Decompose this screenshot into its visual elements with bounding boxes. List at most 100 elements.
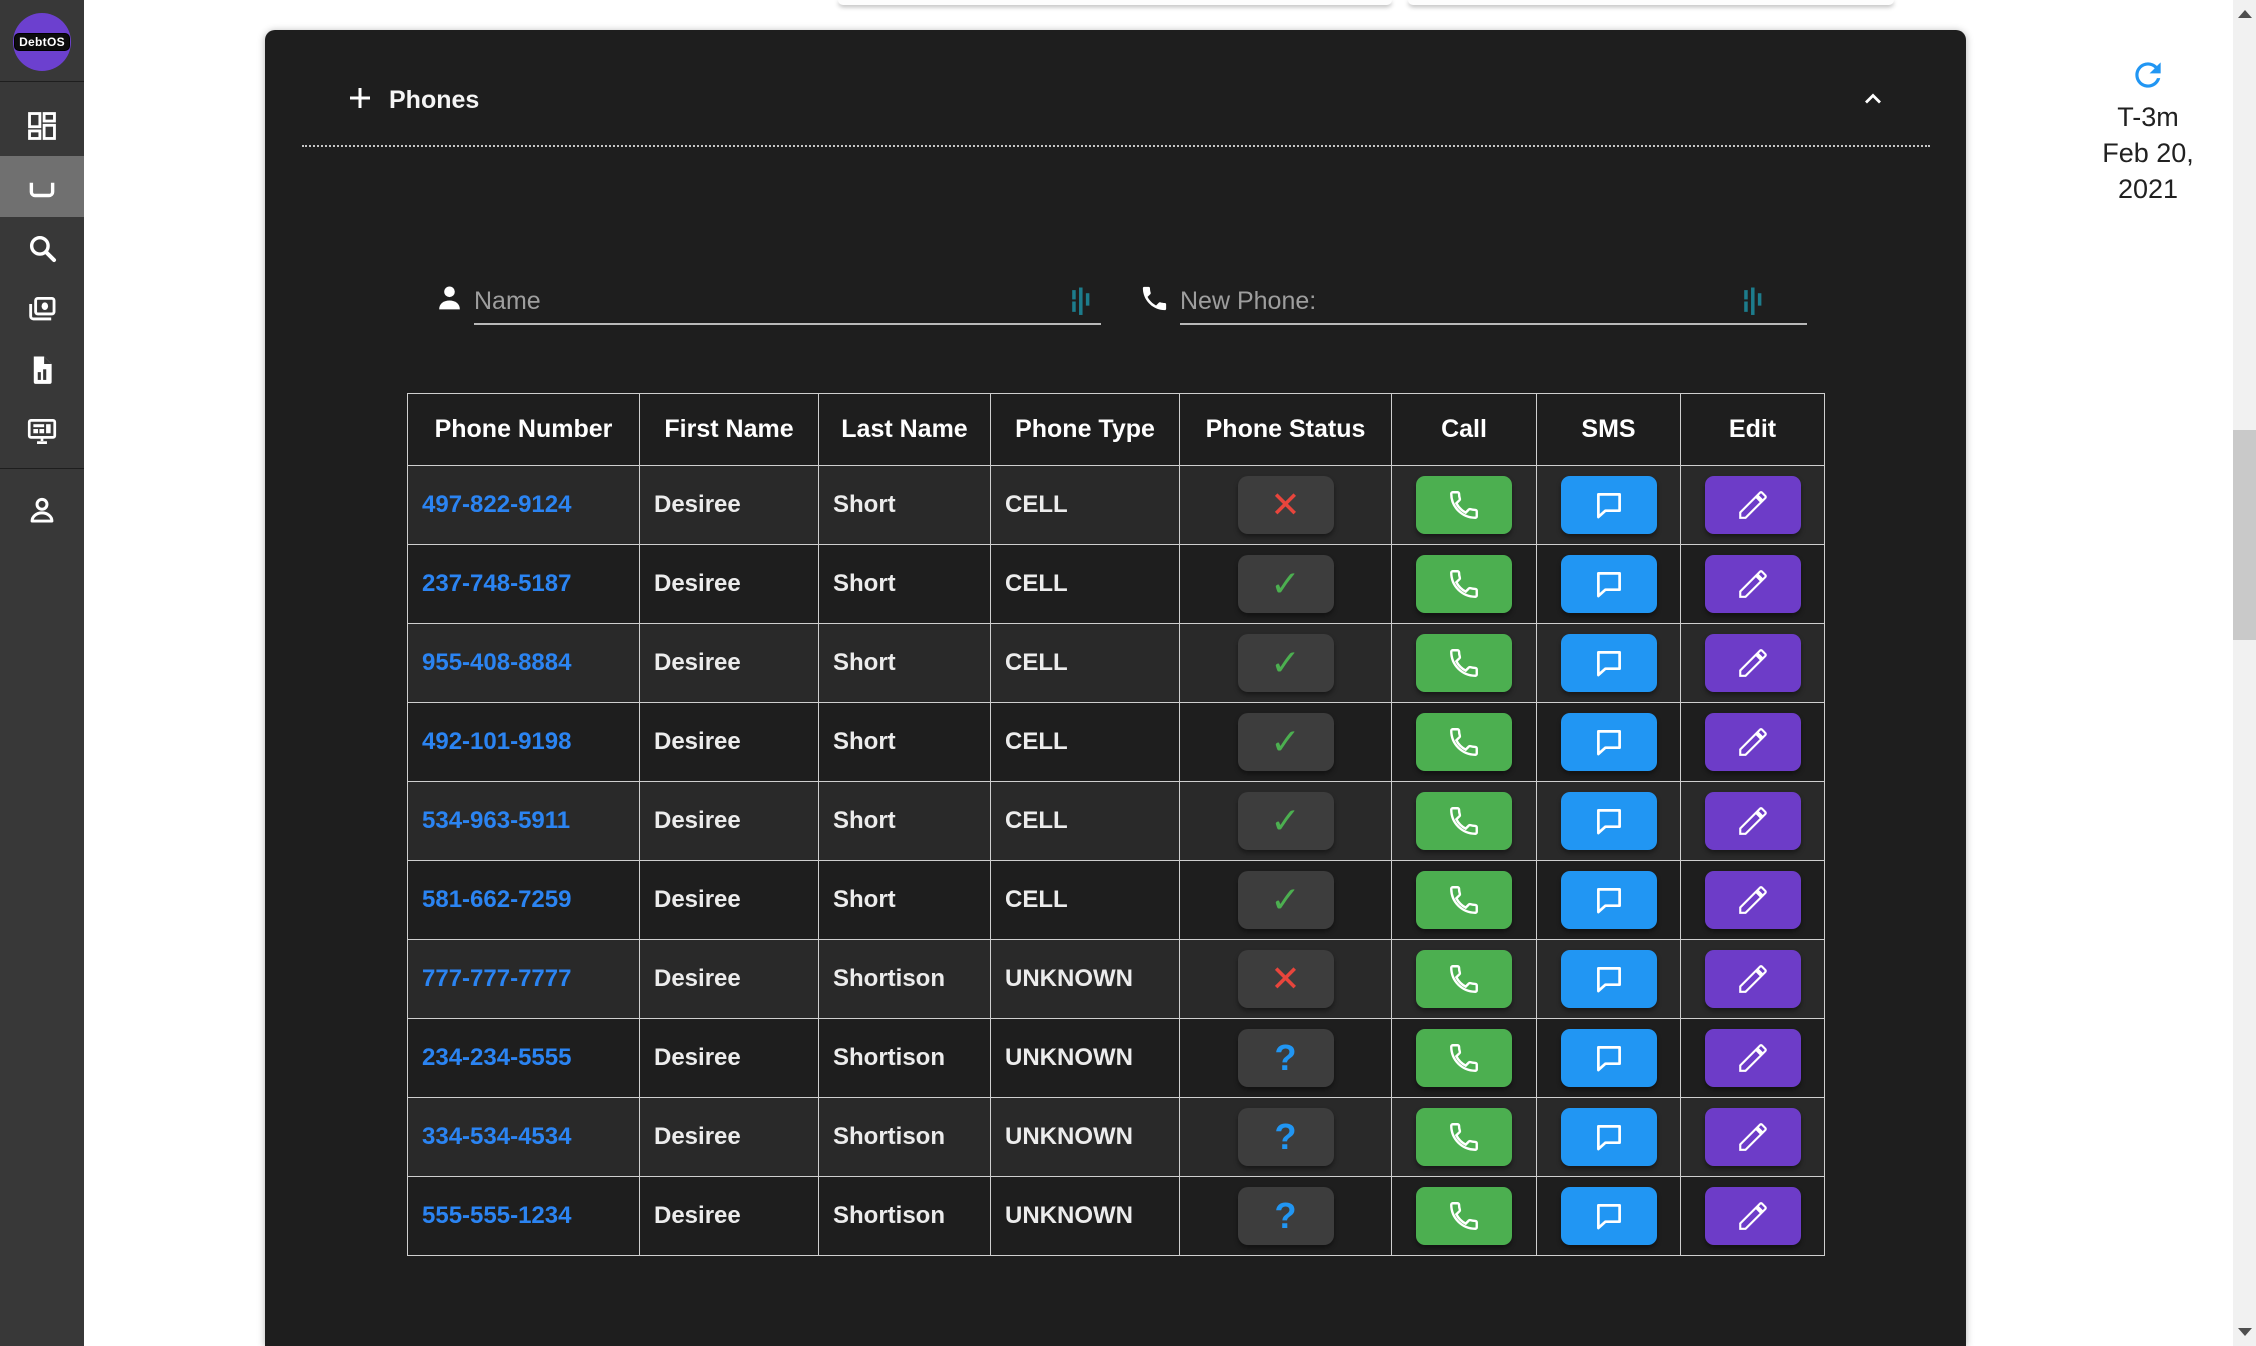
last-name-cell: Short bbox=[819, 703, 991, 782]
sidebar-item-account[interactable] bbox=[0, 479, 84, 540]
phone-status-button[interactable]: ✓ bbox=[1238, 871, 1334, 929]
phone-icon bbox=[1447, 962, 1481, 996]
add-phone-button[interactable] bbox=[341, 80, 379, 118]
sidebar: DebtOS bbox=[0, 0, 84, 1346]
phone-status-button[interactable]: ✓ bbox=[1238, 792, 1334, 850]
sidebar-item-dashboard[interactable] bbox=[0, 95, 84, 156]
edit-button[interactable] bbox=[1705, 555, 1801, 613]
edit-button[interactable] bbox=[1705, 634, 1801, 692]
page-scrollbar[interactable] bbox=[2233, 0, 2256, 1346]
chat-bubble-icon bbox=[1592, 804, 1626, 838]
new-phone-input[interactable] bbox=[1180, 280, 1807, 325]
sidebar-item-phones[interactable] bbox=[0, 156, 84, 217]
phone-number-link[interactable]: 334-534-4534 bbox=[422, 1123, 571, 1150]
sms-button[interactable] bbox=[1561, 950, 1657, 1008]
call-button[interactable] bbox=[1416, 1187, 1512, 1245]
phone-status-button[interactable]: ? bbox=[1238, 1187, 1334, 1245]
pencil-icon bbox=[1736, 646, 1770, 680]
edit-button[interactable] bbox=[1705, 792, 1801, 850]
last-name-cell: Shortison bbox=[819, 940, 991, 1019]
sidebar-item-payments[interactable] bbox=[0, 278, 84, 339]
edit-button[interactable] bbox=[1705, 1029, 1801, 1087]
scrollbar-thumb[interactable] bbox=[2233, 430, 2256, 640]
phone-type-cell: CELL bbox=[991, 624, 1180, 703]
edit-button[interactable] bbox=[1705, 871, 1801, 929]
chat-bubble-icon bbox=[1592, 567, 1626, 601]
phone-status-button[interactable]: ? bbox=[1238, 1108, 1334, 1166]
col-call: Call bbox=[1392, 394, 1537, 466]
phone-number-link[interactable]: 777-777-7777 bbox=[422, 965, 571, 992]
sms-button[interactable] bbox=[1561, 634, 1657, 692]
sms-button[interactable] bbox=[1561, 1187, 1657, 1245]
phone-type-cell: UNKNOWN bbox=[991, 1177, 1180, 1256]
refresh-widget: T-3m Feb 20, 2021 bbox=[2050, 56, 2246, 207]
edit-button[interactable] bbox=[1705, 1187, 1801, 1245]
sidebar-item-workstation[interactable] bbox=[0, 400, 84, 461]
sidebar-divider bbox=[0, 468, 84, 469]
collapse-panel-button[interactable] bbox=[1853, 82, 1893, 118]
sms-button[interactable] bbox=[1561, 476, 1657, 534]
phone-status-button[interactable]: ✓ bbox=[1238, 713, 1334, 771]
last-name-cell: Shortison bbox=[819, 1019, 991, 1098]
page: DebtOS bbox=[0, 0, 2256, 1346]
first-name-cell: Desiree bbox=[640, 940, 819, 1019]
phone-status-button[interactable]: ✓ bbox=[1238, 634, 1334, 692]
phone-icon bbox=[1447, 883, 1481, 917]
phone-number-link[interactable]: 581-662-7259 bbox=[422, 886, 571, 913]
call-button[interactable] bbox=[1416, 476, 1512, 534]
report-chart-icon bbox=[25, 353, 59, 387]
sms-button[interactable] bbox=[1561, 871, 1657, 929]
phone-type-cell: UNKNOWN bbox=[991, 940, 1180, 1019]
phone-number-link[interactable]: 555-555-1234 bbox=[422, 1202, 571, 1229]
call-button[interactable] bbox=[1416, 792, 1512, 850]
edit-button[interactable] bbox=[1705, 713, 1801, 771]
sms-button[interactable] bbox=[1561, 792, 1657, 850]
call-button[interactable] bbox=[1416, 871, 1512, 929]
edit-button[interactable] bbox=[1705, 950, 1801, 1008]
first-name-cell: Desiree bbox=[640, 466, 819, 545]
sms-button[interactable] bbox=[1561, 1029, 1657, 1087]
sidebar-item-reports[interactable] bbox=[0, 339, 84, 400]
scrollbar-up-arrow[interactable] bbox=[2233, 2, 2256, 26]
edit-button[interactable] bbox=[1705, 1108, 1801, 1166]
pencil-icon bbox=[1736, 883, 1770, 917]
phone-number-link[interactable]: 234-234-5555 bbox=[422, 1044, 571, 1071]
scrollbar-down-arrow[interactable] bbox=[2233, 1320, 2256, 1344]
phone-type-cell: CELL bbox=[991, 861, 1180, 940]
last-name-cell: Short bbox=[819, 545, 991, 624]
call-button[interactable] bbox=[1416, 555, 1512, 613]
phone-status-button[interactable]: ✕ bbox=[1238, 950, 1334, 1008]
call-button[interactable] bbox=[1416, 1108, 1512, 1166]
edit-button[interactable] bbox=[1705, 476, 1801, 534]
autofill-extension-icon[interactable] bbox=[1744, 287, 1762, 316]
phone-status-button[interactable]: ? bbox=[1238, 1029, 1334, 1087]
phone-status-button[interactable]: ✓ bbox=[1238, 555, 1334, 613]
phone-type-cell: CELL bbox=[991, 545, 1180, 624]
cutoff-card-edge bbox=[1408, 0, 1894, 5]
call-button[interactable] bbox=[1416, 634, 1512, 692]
autofill-extension-icon[interactable] bbox=[1072, 287, 1090, 316]
phone-number-link[interactable]: 534-963-5911 bbox=[422, 807, 570, 834]
call-button[interactable] bbox=[1416, 950, 1512, 1008]
last-name-cell: Shortison bbox=[819, 1098, 991, 1177]
first-name-cell: Desiree bbox=[640, 782, 819, 861]
call-button[interactable] bbox=[1416, 713, 1512, 771]
refresh-button[interactable] bbox=[2129, 56, 2167, 97]
name-input[interactable] bbox=[474, 280, 1101, 325]
phone-number-link[interactable]: 497-822-9124 bbox=[422, 491, 571, 518]
phone-table-row: 555-555-1234 Desiree Shortison UNKNOWN ? bbox=[408, 1177, 1825, 1256]
phone-number-link[interactable]: 955-408-8884 bbox=[422, 649, 571, 676]
pencil-icon bbox=[1736, 725, 1770, 759]
sidebar-item-search[interactable] bbox=[0, 217, 84, 278]
call-button[interactable] bbox=[1416, 1029, 1512, 1087]
first-name-cell: Desiree bbox=[640, 703, 819, 782]
phone-status-button[interactable]: ✕ bbox=[1238, 476, 1334, 534]
phone-number-link[interactable]: 492-101-9198 bbox=[422, 728, 571, 755]
sms-button[interactable] bbox=[1561, 713, 1657, 771]
phones-panel: Phones bbox=[265, 30, 1966, 1346]
phone-number-link[interactable]: 237-748-5187 bbox=[422, 570, 571, 597]
sms-button[interactable] bbox=[1561, 555, 1657, 613]
cutoff-card-edge bbox=[838, 0, 1392, 5]
payments-icon bbox=[25, 292, 59, 326]
sms-button[interactable] bbox=[1561, 1108, 1657, 1166]
